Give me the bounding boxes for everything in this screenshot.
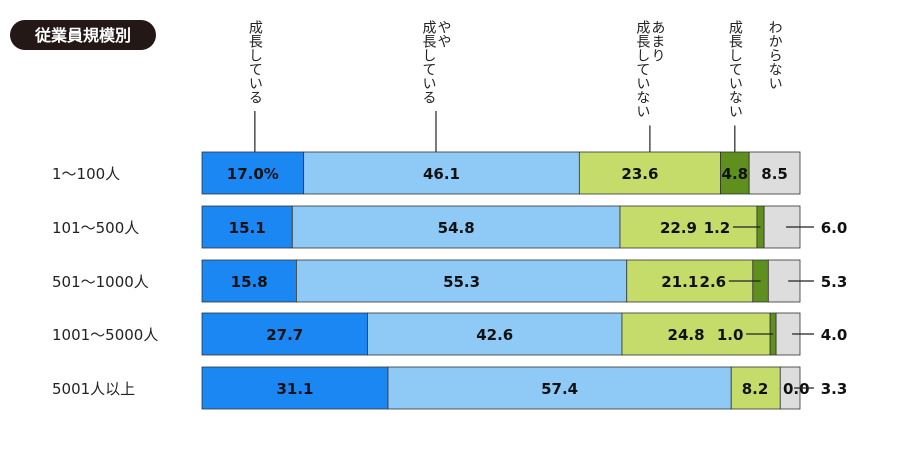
chart-title-badge: 従業員規模別	[10, 20, 156, 50]
data-label: 5.3	[821, 273, 848, 291]
data-label: 4.8	[722, 165, 749, 183]
bar-segment	[201, 259, 297, 303]
legend-label: 成長していない	[727, 20, 743, 118]
bar-segment	[303, 151, 580, 195]
bar-segment	[201, 151, 305, 195]
chart-title: 従業員規模別	[34, 26, 131, 45]
bar-segment	[201, 312, 368, 356]
data-label: 46.1	[423, 165, 460, 183]
category-label: 101〜500人	[52, 219, 139, 237]
data-label: 23.6	[621, 165, 658, 183]
data-label: 8.5	[761, 165, 788, 183]
legend-label: やや	[435, 20, 451, 48]
bar-segment	[295, 259, 628, 303]
data-label: 21.1	[661, 273, 698, 291]
data-label: 24.8	[668, 326, 705, 344]
bar-row: 1〜100人 17.0% 46.1 23.6 4.8 8.5	[52, 151, 801, 195]
legend-label: わからない	[767, 20, 783, 90]
bar-segment	[387, 366, 732, 410]
data-label: 3.3	[821, 380, 848, 398]
legend-label: 成長している	[420, 20, 436, 104]
bar-segment	[730, 366, 781, 410]
data-label: 42.6	[476, 326, 513, 344]
data-label: 8.2	[742, 380, 769, 398]
bar-row: 5001人以上 31.1 57.4 8.2 0.0 3.3	[52, 366, 848, 410]
legend-label: あまり	[649, 20, 665, 62]
data-label: 4.0	[821, 326, 848, 344]
legend-item: 成長していない	[727, 20, 743, 158]
data-label: 15.8	[231, 273, 268, 291]
bar-segment	[367, 312, 623, 356]
data-label: 54.8	[438, 219, 475, 237]
title-badge-bg	[10, 20, 156, 50]
data-label: 27.7	[266, 326, 303, 344]
data-label: 15.1	[229, 219, 266, 237]
data-label: 22.9	[660, 219, 697, 237]
bar-rows: 1〜100人 17.0% 46.1 23.6 4.8 8.5 101〜500人 15.1 54.…	[52, 151, 848, 410]
data-label: 6.0	[821, 219, 848, 237]
data-label: 57.4	[541, 380, 578, 398]
data-label: 17.0%	[227, 165, 279, 183]
bar-row: 501〜1000人 15.8 55.3 21.1 2.6 5.3	[52, 259, 848, 303]
bar-segment	[291, 205, 621, 249]
category-label: 501〜1000人	[52, 273, 149, 291]
data-label: 55.3	[443, 273, 480, 291]
data-label: 2.6	[700, 273, 727, 291]
legend-label: 成長している	[247, 20, 263, 104]
legend-item: 成長している	[247, 20, 263, 158]
legend-item: わからない	[767, 20, 783, 90]
category-label: 1001〜5000人	[52, 326, 158, 344]
data-label: 1.0	[717, 326, 744, 344]
category-label: 5001人以上	[52, 380, 135, 398]
data-label: 0.0	[783, 380, 810, 398]
bar-segment	[621, 312, 771, 356]
bar-segment	[748, 151, 801, 195]
data-label: 1.2	[704, 219, 731, 237]
bar-row: 1001〜5000人 27.7 42.6 24.8 1.0 4.0	[52, 312, 848, 356]
bar-segment	[201, 205, 293, 249]
data-label: 31.1	[276, 380, 313, 398]
bar-row: 101〜500人 15.1 54.8 22.9 1.2 6.0	[52, 205, 848, 249]
category-label: 1〜100人	[52, 165, 120, 183]
legend-label: 成長していない	[634, 20, 650, 118]
